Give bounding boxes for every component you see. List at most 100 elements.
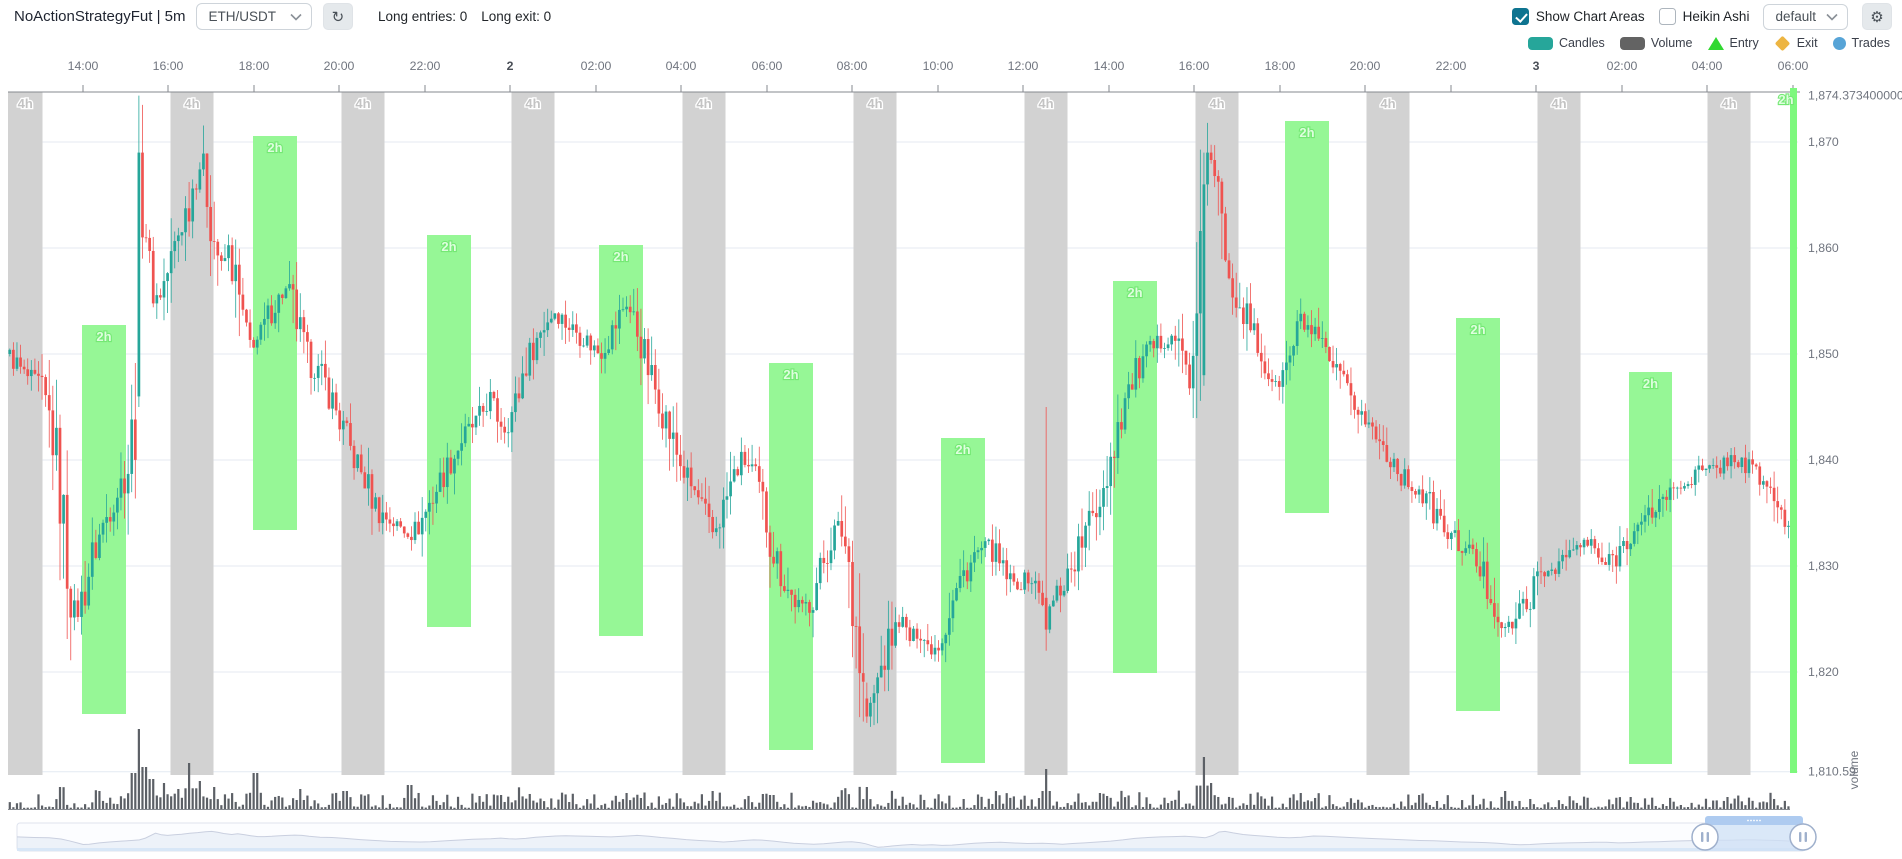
volume-bar [668,798,671,809]
volume-bar [1335,806,1338,809]
volume-bar [603,803,607,809]
volume-bar [1722,800,1726,809]
volume-bar [1145,797,1148,809]
area-4h-label: 4h [1209,96,1224,111]
volume-bar [1328,795,1331,809]
refresh-button[interactable]: ↻ [322,3,353,30]
pair-select[interactable]: ETH/USDT [196,3,312,30]
volume-bar [1331,804,1335,809]
volume-bar [740,807,743,809]
volume-bar [1400,801,1403,809]
area-2h [1456,318,1500,711]
volume-bar [1737,795,1740,809]
area-4h-label: 4h [355,96,370,111]
volume-bar [966,807,969,809]
volume-bar [367,794,370,809]
volume-bar [1005,793,1008,809]
pause-bars-icon [1804,832,1807,842]
volume-bar [582,805,585,809]
checkbox-checked-icon[interactable] [1511,8,1529,25]
legend-item-volume[interactable]: Volume [1619,36,1693,50]
volume-bar [704,805,707,809]
volume-bar [1783,800,1786,809]
volume-bar [1773,798,1776,809]
heikin-ashi-toggle[interactable]: Heikin Ashi [1658,8,1749,25]
volume-bar [8,802,11,809]
volume-bar [428,805,431,809]
checkbox-unchecked-icon[interactable] [1658,8,1676,25]
datazoom-handle-left[interactable] [1691,823,1719,851]
volume-bar [514,800,517,809]
volume-bar [1417,795,1421,809]
volume-bar [23,807,26,809]
volume-bar [474,802,478,809]
legend-item-candles[interactable]: Candles [1527,36,1605,50]
datazoom-slider[interactable] [16,816,1817,852]
volume-bar [256,773,259,809]
volume-bar [1324,806,1327,809]
legend-label: Entry [1729,36,1759,50]
volume-bar [1690,802,1693,809]
volume-bar [1077,793,1080,809]
volume-swatch-icon [1619,36,1645,50]
volume-bar [446,794,449,809]
plot-template-select[interactable]: default [1763,3,1848,30]
datazoom-selection[interactable] [1705,823,1803,851]
legend-item-exit[interactable]: Exit [1774,35,1818,51]
show-chart-areas-toggle[interactable]: Show Chart Areas [1511,8,1645,25]
volume-bar [862,799,865,809]
volume-bar [1131,807,1134,809]
candles-swatch-icon [1527,36,1553,50]
price-chart[interactable]: 4h 4h 4h 4h 4h 4h 4h 4h 4h 4h 4h 2h 2h 2h 2h 2h 2h 2h 2h 2h… [0,52,1902,859]
volume-bar [672,806,675,809]
datazoom-handle-right[interactable] [1789,823,1817,851]
volume-bar [403,797,406,809]
volume-bar [1206,785,1209,809]
volume-bar [517,787,521,809]
volume-bar [686,806,689,809]
volume-bar [1382,806,1385,809]
volume-bar [991,804,994,809]
legend-item-trades[interactable]: Trades [1832,36,1890,50]
volume-bar [632,797,635,809]
volume-bar [1342,806,1345,809]
volume-bar [1263,798,1266,809]
volume-bar [83,804,87,809]
volume-bar [639,797,643,809]
volume-bar [1464,807,1467,809]
volume-bar [91,802,94,809]
volume-bar [109,797,112,809]
volume-bar [1439,807,1442,809]
volume-bar [1260,796,1263,809]
volume-bar [69,807,72,809]
settings-button[interactable]: ⚙ [1862,3,1892,30]
volume-bar [811,800,815,809]
volume-bar [1525,807,1528,809]
volume-bar [1590,807,1593,809]
volume-bar [144,767,148,809]
pause-bars-icon [1799,832,1802,842]
area-2h-label: 2h [1643,376,1658,391]
volume-bar [1708,807,1711,809]
volume-bar [750,802,754,809]
volume-bar [248,792,252,809]
time-axis-label: 06:00 [752,59,783,73]
volume-bar [148,779,151,809]
volume-bar [320,807,323,809]
price-axis-label: 1,870 [1808,135,1839,149]
price-axis-label: 1,840 [1808,453,1839,467]
volume-bar [930,807,933,809]
volume-bar [166,794,169,809]
volume-bar [252,773,255,809]
volume-bar [213,787,216,809]
time-axis-label: 3 [1533,59,1540,73]
volume-bar [1016,807,1019,809]
volume-bar [399,807,402,809]
volume-bar [715,800,718,809]
legend-item-entry[interactable]: Entry [1707,36,1759,50]
volume-bar [1231,797,1234,809]
price-axis-label: 1,830 [1808,559,1839,573]
volume-bar [1378,807,1381,809]
volume-bar [460,804,463,809]
volume-bar [1288,797,1292,809]
